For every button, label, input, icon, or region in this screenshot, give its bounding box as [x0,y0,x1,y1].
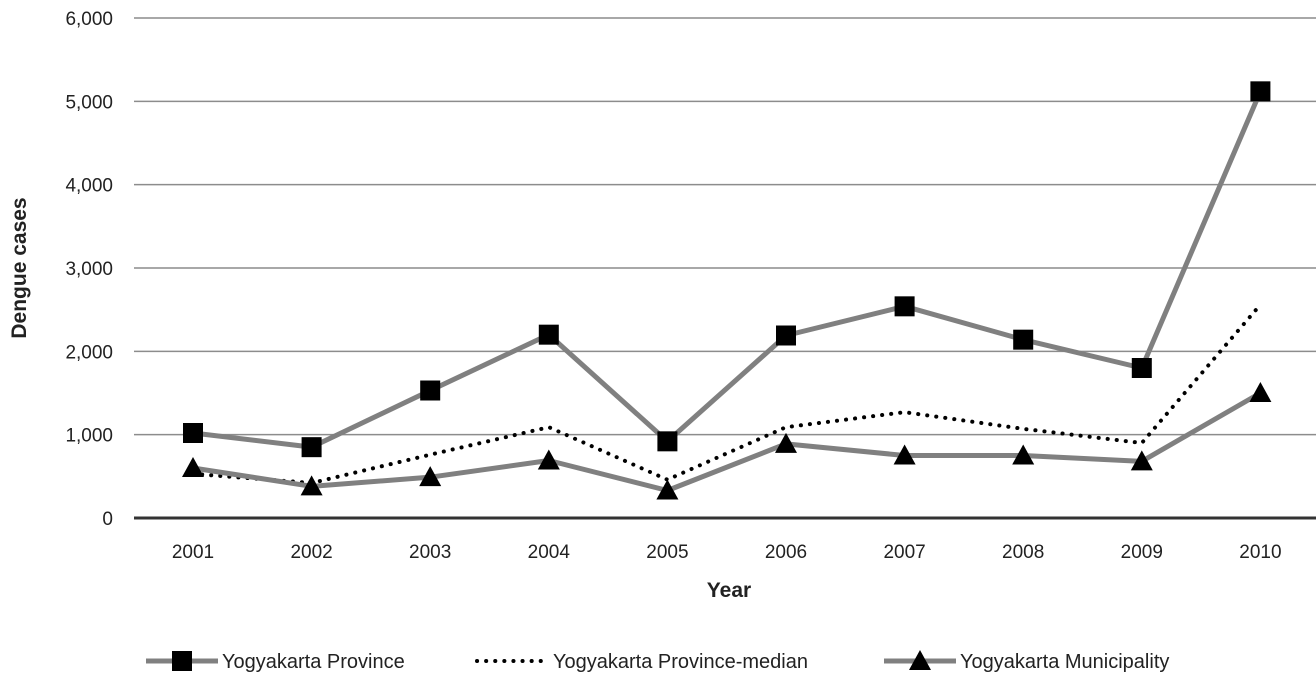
y-tick-label: 2,000 [65,342,113,363]
series-lines [191,90,1263,493]
y-tick-label: 3,000 [65,259,113,280]
data-point-yogyakarta-province [538,324,559,345]
x-tick-label: 2001 [172,542,214,563]
x-tick-label: 2008 [1002,542,1044,563]
y-tick-label: 6,000 [65,9,113,30]
y-tick-label: 0 [102,509,113,530]
data-point-yogyakarta-municipality [1249,382,1272,402]
x-tick-label: 2007 [883,542,925,563]
x-tick-label: 2005 [646,542,688,563]
legend-marker [909,650,931,670]
legend-marker [172,651,192,671]
series-markers [182,81,1272,500]
y-tick-label: 4,000 [65,176,113,197]
x-tick-label: 2010 [1239,542,1281,563]
data-point-yogyakarta-province [183,423,203,443]
legend-item-yogyakarta-province-median: Yogyakarta Province-median [475,651,808,673]
data-point-yogyakarta-municipality [419,466,442,487]
data-point-yogyakarta-municipality [300,475,323,496]
data-point-yogyakarta-province [894,296,915,317]
data-point-yogyakarta-municipality [1012,444,1035,465]
data-point-yogyakarta-province [776,325,796,346]
legend-item-yogyakarta-province: Yogyakarta Province [146,651,405,673]
x-tick-label: 2003 [409,542,451,563]
data-point-yogyakarta-province [1013,329,1034,350]
data-point-yogyakarta-municipality [537,449,560,470]
legend: Yogyakarta Province Yogyakarta Province-m… [146,650,1169,673]
legend-label: Yogyakarta Province-median [553,651,808,672]
x-tick-label: 2009 [1121,542,1163,563]
x-tick-label: 2004 [528,542,571,563]
series-line-yogyakarta-province-median [191,302,1263,486]
data-point-yogyakarta-province [657,431,678,452]
y-axis-tick-labels: 0 1,000 2,000 3,000 4,000 5,000 6,000 [65,9,113,530]
data-point-yogyakarta-municipality [893,444,916,465]
data-point-yogyakarta-municipality [1130,450,1153,471]
data-point-yogyakarta-municipality [775,432,797,453]
legend-label: Yogyakarta Municipality [960,651,1169,672]
x-tick-label: 2002 [290,542,332,563]
legend-item-yogyakarta-municipality: Yogyakarta Municipality [884,650,1169,673]
data-point-yogyakarta-province [1131,358,1152,378]
data-point-yogyakarta-province [301,437,322,458]
y-axis-title: Dengue cases [8,197,31,338]
x-tick-label: 2006 [765,542,807,563]
series-line-yogyakarta-province [192,90,1263,450]
y-tick-label: 1,000 [65,426,113,447]
gridlines [134,17,1316,520]
series-line-yogyakarta-municipality [192,390,1262,493]
x-axis-tick-labels: 2001 2002 2003 2004 2005 2006 2007 2008 2009 2010 [172,542,1282,563]
y-tick-label: 5,000 [65,92,113,113]
x-axis-title: Year [707,579,751,602]
data-point-yogyakarta-municipality [656,479,679,500]
data-point-yogyakarta-municipality [182,457,204,477]
data-point-yogyakarta-province [420,380,441,401]
data-point-yogyakarta-province [1250,81,1271,102]
legend-label: Yogyakarta Province [222,651,405,672]
